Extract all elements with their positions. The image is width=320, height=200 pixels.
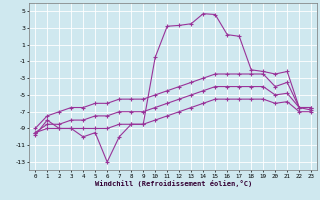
- X-axis label: Windchill (Refroidissement éolien,°C): Windchill (Refroidissement éolien,°C): [95, 180, 252, 187]
